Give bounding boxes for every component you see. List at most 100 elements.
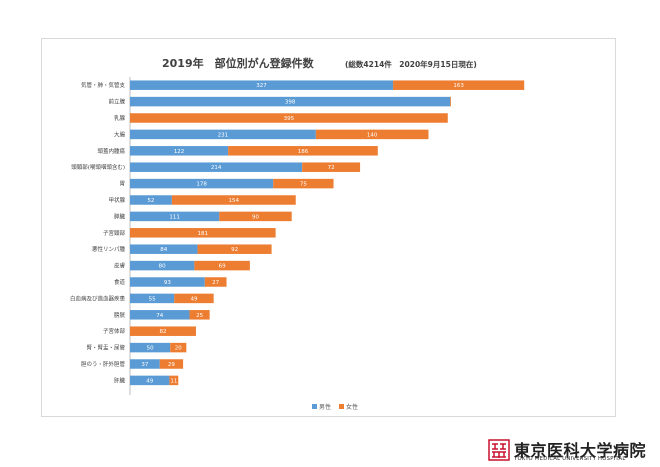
bar-male [130, 129, 316, 140]
category-label: 頭蓋内腫瘍 [97, 147, 125, 155]
bar-female [197, 244, 272, 254]
data-label-female: 92 [231, 247, 238, 253]
bar-female [170, 342, 187, 353]
bar-female [189, 310, 210, 320]
data-label-male: 55 [149, 296, 156, 302]
bars [130, 80, 525, 386]
category-label: 乳腺 [114, 114, 126, 122]
data-label-female: 75 [300, 182, 307, 188]
category-label: 大腸 [114, 130, 126, 138]
data-label-male: 214 [211, 165, 222, 171]
bar-female [273, 178, 334, 189]
bar-female [130, 326, 196, 336]
category-label: 頭頸部(喉頭咽頭含む) [71, 163, 125, 171]
legend-swatch-female [339, 404, 344, 409]
bar-female [219, 211, 292, 222]
bar-male [130, 195, 172, 205]
data-label-male: 74 [156, 313, 163, 319]
legend-label-female: 女性 [346, 403, 358, 411]
data-label-female: 163 [453, 83, 464, 89]
data-label-female: 49 [190, 296, 197, 302]
data-label-male: 111 [169, 214, 180, 220]
data-label-female: 20 [175, 346, 182, 352]
data-label-female: 82 [159, 329, 166, 335]
chart-title: 2019年 部位別がん登録件数 [162, 56, 315, 70]
category-label: 食道 [114, 278, 126, 286]
bar-male [130, 260, 195, 271]
category-label: 胆のう・肝外胆管 [81, 360, 126, 368]
data-label-female: 29 [168, 362, 175, 368]
data-label-female: 72 [328, 165, 335, 171]
bar-male [130, 359, 160, 369]
bar-female [169, 375, 179, 386]
data-label-male: 37 [141, 362, 148, 368]
data-label-male: 50 [147, 346, 154, 352]
chart-frame: 2019年 部位別がん登録件数 (総数4214件 2020年9月15日現在) 気… [41, 38, 616, 417]
data-label-male: 52 [147, 198, 154, 204]
bar-female [174, 293, 214, 304]
bar-female [450, 96, 451, 107]
data-label-female: 69 [219, 264, 226, 270]
category-label: 腎・腎盂・尿管 [86, 344, 125, 352]
data-label-female: 27 [212, 280, 219, 286]
data-label-male: 122 [174, 149, 185, 155]
bar-male [130, 80, 394, 90]
bar-female [393, 80, 525, 90]
chart-svg: 2019年 部位別がん登録件数 (総数4214件 2020年9月15日現在) 気… [70, 56, 525, 411]
bar-male [130, 162, 303, 172]
bar-male [130, 375, 170, 386]
category-label: 膵臓 [114, 212, 126, 220]
data-label-male: 178 [196, 182, 207, 188]
category-label: 胃 [119, 181, 125, 188]
data-label-female: 25 [196, 313, 203, 319]
category-label: 気管・肺・気管支 [81, 81, 126, 89]
bar-female [194, 260, 250, 271]
category-label: 前立腺 [108, 98, 125, 106]
bar-male [130, 293, 175, 304]
category-label: 肝臓 [114, 376, 126, 384]
hospital-name-english: TOKYO MEDICAL UNIVERSITY HOSPITAL [514, 456, 626, 462]
bar-male [130, 96, 451, 107]
category-label: 白血病及び造血器疾患 [70, 294, 126, 302]
category-label: 膀胱 [114, 311, 126, 319]
bar-female [171, 195, 296, 205]
category-label: 皮膚 [114, 262, 126, 270]
hospital-logo-icon [488, 439, 510, 461]
data-label-female: 181 [198, 231, 209, 237]
bar-male [130, 146, 229, 156]
category-label: 悪性リンパ腫 [92, 245, 126, 253]
data-label-male: 93 [164, 280, 171, 286]
hospital-logo: 東京医科大学病院 TOKYO MEDICAL UNIVERSITY HOSPIT… [488, 439, 658, 465]
data-label-female: 140 [367, 132, 378, 138]
bar-male [130, 211, 220, 222]
bar-female [302, 162, 361, 172]
category-label: 子宮頸部 [103, 229, 126, 237]
chart-subtitle: (総数4214件 2020年9月15日現在) [345, 59, 477, 69]
legend-label-male: 男性 [319, 403, 331, 411]
data-label-female: 90 [252, 214, 259, 220]
data-label-male: 80 [159, 264, 166, 270]
data-label-female: 11 [170, 378, 177, 384]
bar-male [130, 244, 198, 254]
bar-female [159, 359, 184, 369]
bar-male [130, 310, 190, 320]
hospital-name: 東京医科大学病院 [514, 441, 647, 460]
legend-swatch-male [312, 404, 317, 409]
data-label-male: 327 [256, 83, 267, 89]
data-label-male: 231 [218, 132, 229, 138]
category-label: 子宮体部 [103, 327, 126, 335]
bar-female [130, 113, 448, 123]
bar-male [130, 342, 171, 353]
data-label-male: 84 [160, 247, 167, 253]
bar-female [315, 129, 429, 140]
data-label-male: 49 [146, 378, 153, 384]
bar-male [130, 178, 274, 189]
data-label-female: 154 [229, 198, 240, 204]
bar-female [204, 277, 227, 287]
data-label-male: 398 [285, 100, 296, 106]
data-labels: 327 163 398 395 231 140 122 186 214 72 178 75 52 154 1… [141, 83, 464, 384]
bar-female [228, 146, 378, 156]
category-label: 甲状腺 [108, 196, 125, 204]
legend: 男性 女性 [312, 403, 358, 411]
